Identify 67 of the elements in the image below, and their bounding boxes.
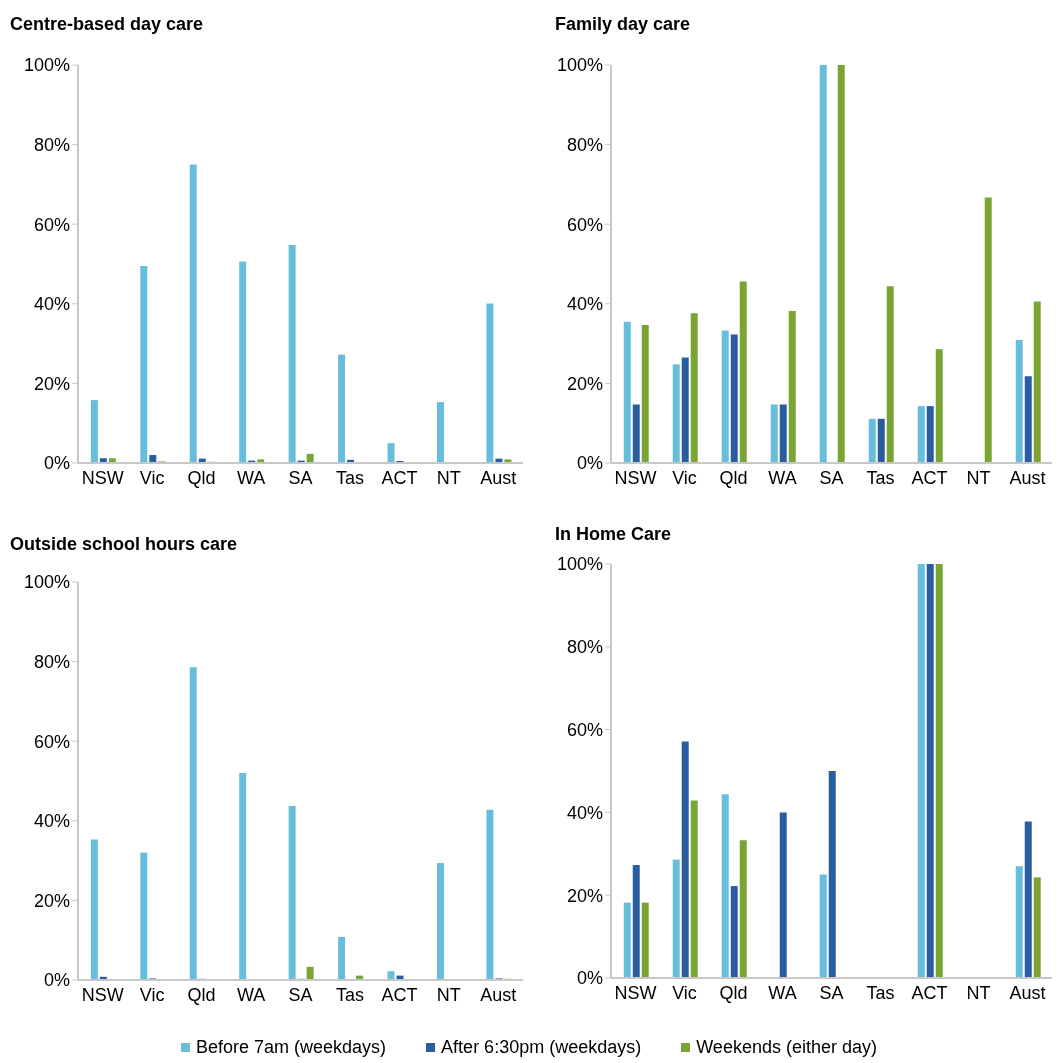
- x-tick-label: SA: [819, 467, 844, 488]
- chart-title: Centre-based day care: [10, 14, 204, 35]
- x-tick-label: Tas: [335, 467, 364, 488]
- y-tick-label: 20%: [566, 885, 603, 906]
- x-tick-label: Aust: [1009, 982, 1046, 1003]
- y-tick-label: 60%: [33, 214, 70, 235]
- y-tick-label: 0%: [576, 453, 603, 474]
- y-tick-label: 100%: [556, 554, 603, 575]
- chart-title: In Home Care: [555, 524, 672, 545]
- x-tick-label: NSW: [614, 467, 657, 488]
- x-tick-label: WA: [768, 982, 797, 1003]
- y-tick-label: 80%: [566, 637, 603, 658]
- x-tick-label: NSW: [614, 982, 657, 1003]
- x-tick-label: Qld: [187, 984, 216, 1005]
- y-tick-label: 40%: [566, 802, 603, 823]
- y-tick-label: 0%: [43, 453, 70, 474]
- y-tick-label: 20%: [566, 373, 603, 394]
- x-tick-label: Tas: [866, 467, 895, 488]
- y-tick-label: 40%: [33, 294, 70, 315]
- x-tick-label: NT: [966, 982, 991, 1003]
- x-tick-label: SA: [819, 982, 844, 1003]
- x-tick-label: WA: [768, 467, 797, 488]
- x-tick-label: Vic: [672, 467, 697, 488]
- y-tick-label: 0%: [43, 970, 70, 991]
- y-tick-label: 100%: [23, 55, 70, 76]
- x-tick-label: Tas: [335, 984, 364, 1005]
- x-tick-label: SA: [288, 467, 313, 488]
- x-tick-label: Qld: [187, 467, 216, 488]
- y-tick-label: 80%: [566, 134, 603, 155]
- y-tick-label: 0%: [576, 968, 603, 989]
- y-tick-label: 80%: [33, 651, 70, 672]
- x-tick-label: Qld: [719, 982, 748, 1003]
- x-tick-label: Qld: [719, 467, 748, 488]
- x-tick-label: Aust: [480, 467, 517, 488]
- x-tick-label: NSW: [81, 467, 124, 488]
- x-tick-label: NSW: [81, 984, 124, 1005]
- x-tick-label: NT: [966, 467, 991, 488]
- y-tick-label: 60%: [33, 731, 70, 752]
- x-tick-label: Vic: [139, 984, 165, 1005]
- legend-label: Weekends (either day): [696, 1037, 877, 1058]
- x-tick-label: WA: [236, 984, 266, 1005]
- y-tick-label: 60%: [566, 214, 603, 235]
- chart-title: Outside school hours care: [10, 534, 238, 555]
- x-tick-label: Tas: [866, 982, 895, 1003]
- y-tick-label: 20%: [33, 373, 70, 394]
- x-tick-label: Aust: [1009, 467, 1046, 488]
- y-tick-label: 40%: [566, 294, 603, 315]
- y-tick-label: 20%: [33, 890, 70, 911]
- x-tick-label: Vic: [672, 982, 697, 1003]
- x-tick-label: ACT: [911, 467, 948, 488]
- legend-label: After 6:30pm (weekdays): [441, 1037, 642, 1058]
- y-tick-label: 60%: [566, 719, 603, 740]
- x-tick-label: Aust: [480, 984, 517, 1005]
- x-tick-label: NT: [436, 984, 461, 1005]
- y-tick-label: 100%: [556, 55, 603, 76]
- x-tick-label: Vic: [139, 467, 165, 488]
- x-tick-label: ACT: [381, 467, 418, 488]
- x-tick-label: ACT: [381, 984, 418, 1005]
- x-tick-label: ACT: [911, 982, 948, 1003]
- chart-title: Family day care: [555, 14, 691, 35]
- x-tick-label: NT: [436, 467, 461, 488]
- y-tick-label: 40%: [33, 811, 70, 832]
- legend-label: Before 7am (weekdays): [196, 1037, 387, 1058]
- x-tick-label: WA: [236, 467, 266, 488]
- y-tick-label: 100%: [23, 572, 70, 593]
- y-tick-label: 80%: [33, 134, 70, 155]
- x-tick-label: SA: [288, 984, 313, 1005]
